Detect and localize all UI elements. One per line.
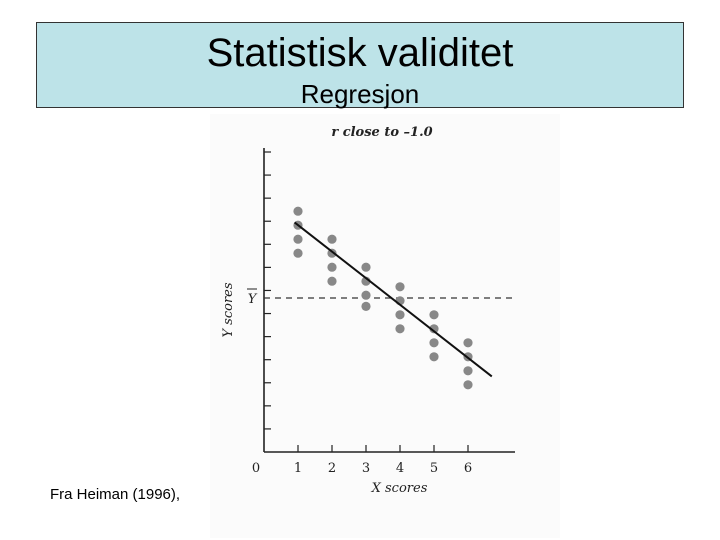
x-tick-label: 1 — [294, 461, 302, 476]
chart-title: r close to –1.0 — [331, 125, 432, 140]
mean-label-group: Y — [247, 288, 258, 307]
data-point — [463, 338, 473, 348]
data-point — [429, 352, 439, 362]
data-point — [327, 234, 337, 244]
x-tick-label: 2 — [328, 461, 336, 476]
data-point — [395, 324, 405, 334]
data-point — [395, 282, 405, 292]
regression-line — [293, 221, 493, 378]
data-point — [463, 380, 473, 390]
data-point — [293, 234, 303, 244]
data-point — [463, 366, 473, 376]
data-point — [327, 262, 337, 272]
x-axis-label: X scores — [371, 481, 428, 496]
y-axis-label: Y scores — [221, 282, 236, 337]
x-tick-label: 3 — [362, 461, 370, 476]
data-point — [361, 301, 371, 311]
x-tick-label: 4 — [396, 461, 404, 476]
data-point — [429, 310, 439, 320]
data-point — [293, 248, 303, 258]
scatter-chart: r close to –1.0 1 2 3 4 5 6 Y 0 X scores Y sc… — [221, 125, 515, 496]
mean-label: Y — [248, 292, 258, 307]
data-point — [429, 324, 439, 334]
data-point — [429, 338, 439, 348]
slide-title: Statistisk validitet — [206, 31, 514, 75]
data-point — [361, 262, 371, 272]
x-tick-label: 5 — [430, 461, 438, 476]
source-credit: Fra Heiman (1996), — [50, 486, 181, 503]
origin-label: 0 — [252, 461, 260, 476]
title-box: Statistisk validitet Regresjon — [36, 22, 684, 109]
slide-subtitle: Regresjon — [300, 79, 420, 109]
data-point — [293, 206, 303, 216]
data-point — [327, 276, 337, 286]
y-ticks — [264, 151, 271, 430]
x-tick-label: 6 — [464, 461, 472, 476]
x-ticks: 1 2 3 4 5 6 — [294, 445, 472, 476]
data-point — [395, 310, 405, 320]
scatter-figure: r close to –1.0 1 2 3 4 5 6 Y 0 X scores Y sc… — [210, 114, 560, 538]
data-point — [361, 290, 371, 300]
